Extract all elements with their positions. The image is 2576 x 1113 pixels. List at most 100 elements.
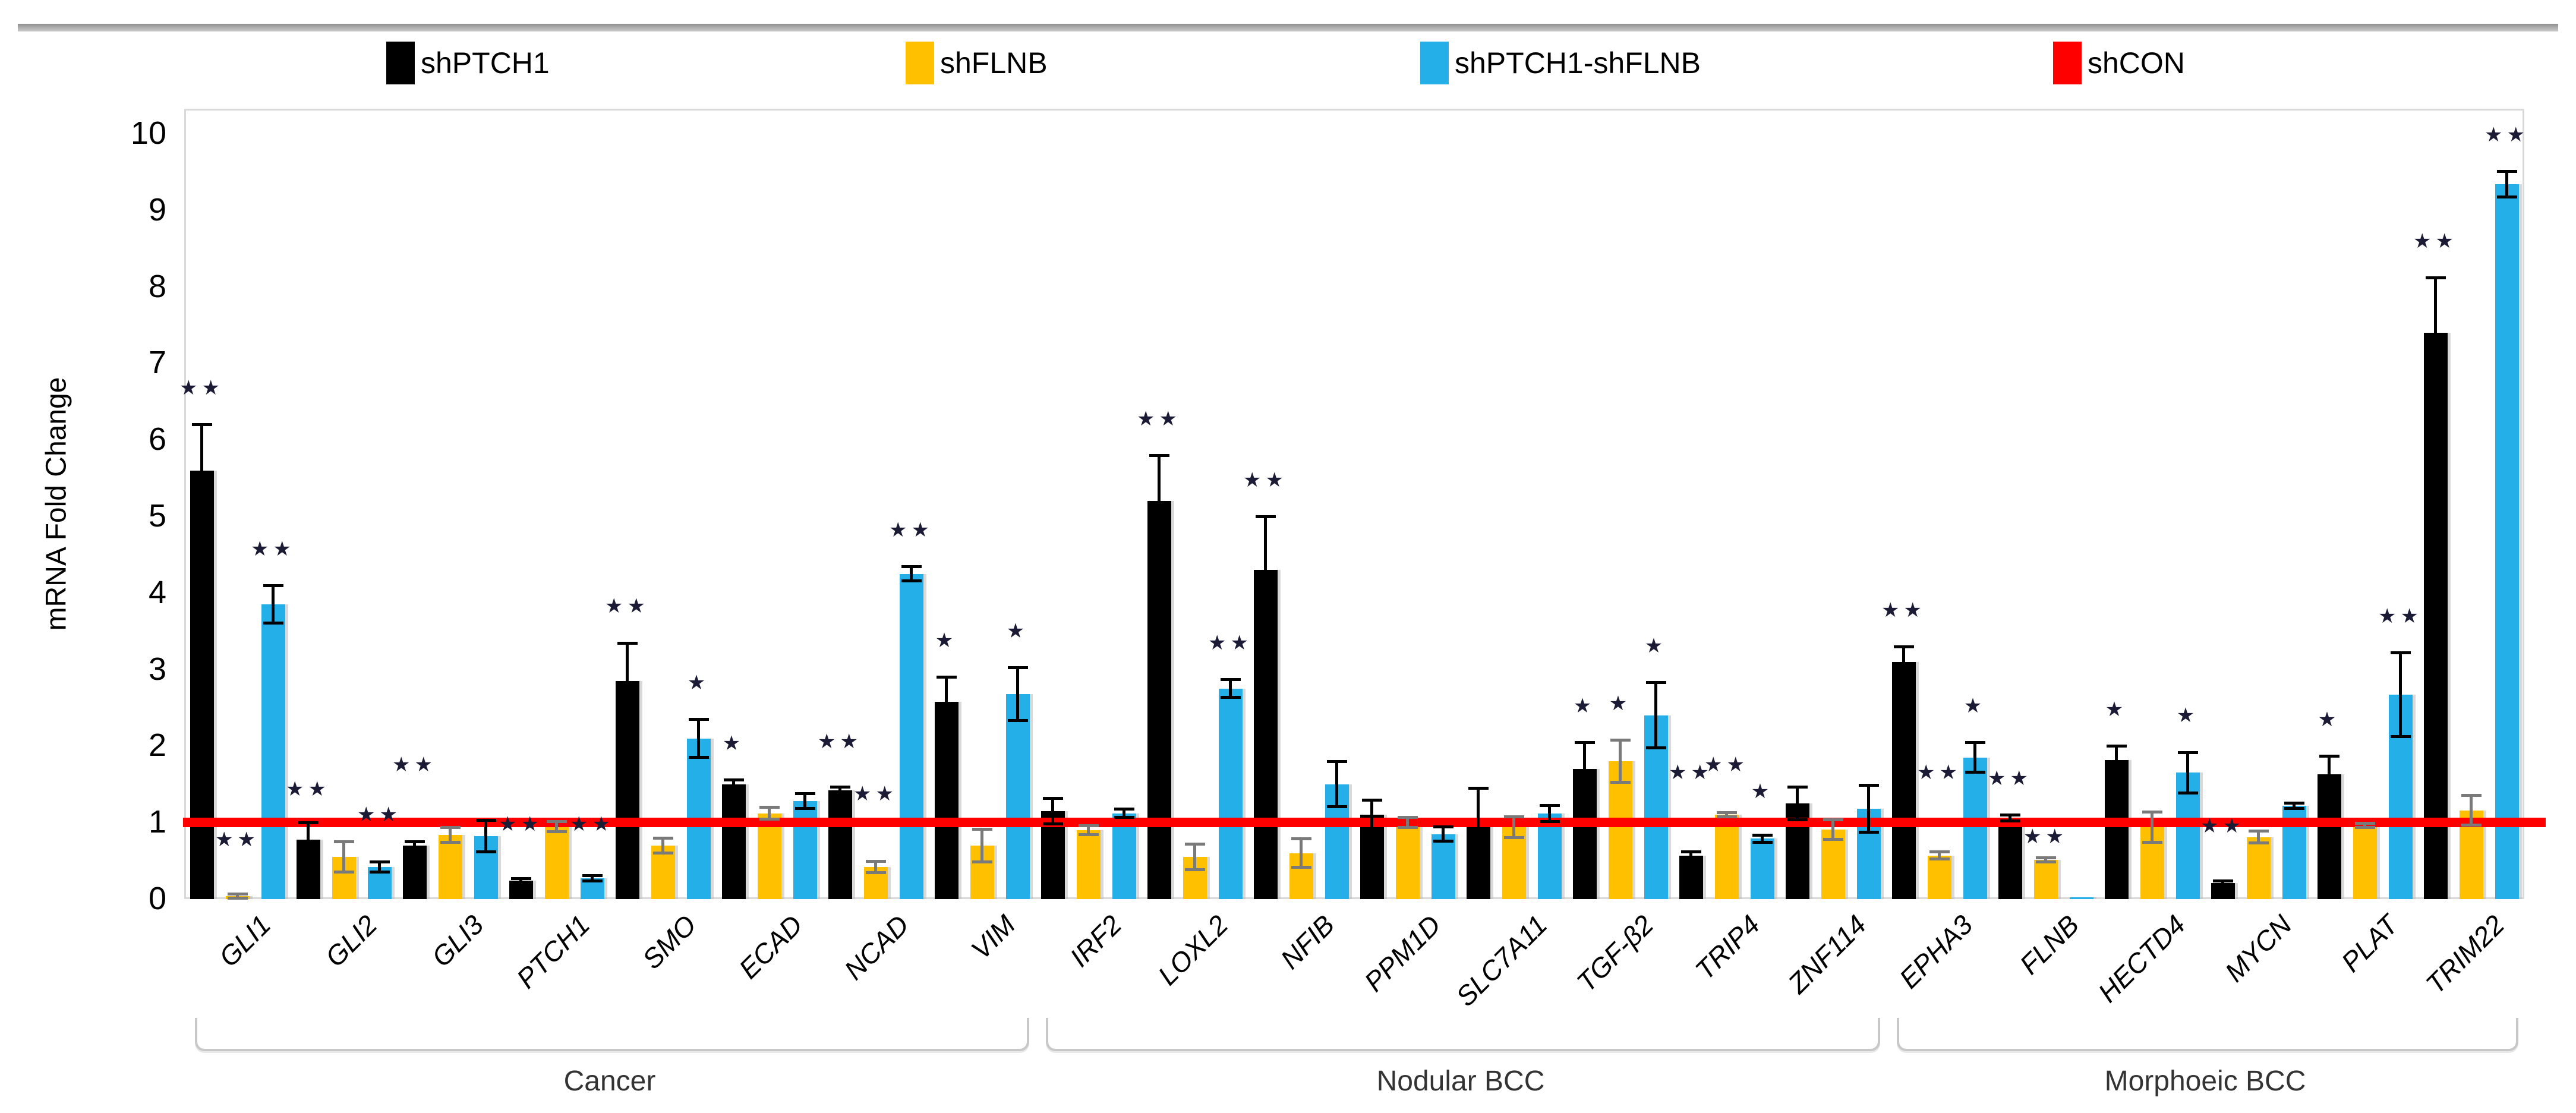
significance-stars: ★ bbox=[2105, 698, 2128, 721]
significance-stars: ★★ bbox=[2413, 229, 2458, 253]
error-bar-cap bbox=[2461, 824, 2482, 827]
error-bar-cap bbox=[2425, 276, 2446, 280]
x-tick-label-VIM: VIM bbox=[964, 909, 1021, 966]
bar-TRIM22-shPTCH1 bbox=[2423, 332, 2448, 899]
significance-stars: ★ bbox=[2176, 704, 2199, 727]
significance-stars: ★★ bbox=[357, 803, 402, 826]
significance-stars: ★★ bbox=[818, 730, 862, 753]
bar-EPHA3-shFLNB bbox=[1927, 855, 1951, 899]
error-bar bbox=[1938, 852, 1941, 860]
significance-stars: ★★ bbox=[1881, 598, 1926, 622]
error-bar bbox=[1831, 819, 1834, 840]
error-bar-cap bbox=[1114, 816, 1134, 819]
error-bar bbox=[236, 893, 239, 898]
error-bar-cap bbox=[1503, 835, 1524, 839]
significance-stars: ★★ bbox=[1137, 407, 1181, 430]
error-bar bbox=[1300, 838, 1303, 868]
error-bar bbox=[1973, 742, 1976, 773]
error-bar bbox=[200, 424, 203, 516]
legend-item-shCON: shCON bbox=[2053, 39, 2185, 87]
error-bar-cap bbox=[1680, 857, 1701, 861]
y-axis-title: mRNA Fold Change bbox=[40, 377, 72, 631]
x-tick-label-PTCH1: PTCH1 bbox=[510, 909, 595, 995]
error-bar-cap bbox=[1007, 718, 1028, 722]
error-bar-cap bbox=[936, 676, 957, 679]
significance-stars: ★★ bbox=[889, 518, 934, 541]
error-bar-cap bbox=[652, 836, 673, 840]
error-bar-cap bbox=[1929, 850, 1950, 854]
x-tick-label-GLI3: GLI3 bbox=[425, 909, 489, 973]
error-bar bbox=[732, 780, 735, 789]
error-bar-cap bbox=[1433, 840, 1453, 843]
error-bar-cap bbox=[1149, 453, 1169, 457]
bar-SLC7A11-shFLNB bbox=[1502, 827, 1526, 899]
significance-stars: ★★ bbox=[2200, 814, 2245, 837]
error-bar-cap bbox=[2354, 822, 2375, 825]
x-tick-label-SMO: SMO bbox=[636, 909, 702, 975]
top-divider-rule bbox=[18, 24, 2558, 31]
error-bar-cap bbox=[1503, 815, 1524, 818]
error-bar bbox=[1442, 826, 1445, 842]
y-tick-label: 3 bbox=[148, 651, 166, 687]
error-bar-cap bbox=[1752, 840, 1773, 844]
error-bar bbox=[2399, 652, 2402, 737]
significance-stars: ★★ bbox=[1917, 761, 1962, 784]
significance-stars: ★★ bbox=[286, 778, 330, 801]
bar-FLNB-shPTCH1 bbox=[1998, 818, 2022, 899]
error-bar-cap bbox=[582, 874, 603, 878]
bar-GLI3-shPTCH1 bbox=[402, 845, 427, 899]
error-bar-cap bbox=[617, 641, 638, 645]
error-bar-cap bbox=[1078, 824, 1099, 828]
x-tick-label-PPM1D: PPM1D bbox=[1358, 909, 1446, 998]
error-bar-cap bbox=[1965, 771, 1985, 774]
error-bar-cap bbox=[1397, 816, 1418, 819]
error-bar bbox=[555, 821, 558, 832]
error-bar-cap bbox=[546, 830, 567, 833]
error-bar bbox=[1796, 786, 1799, 821]
error-bar-cap bbox=[404, 840, 425, 844]
error-bar bbox=[2505, 171, 2508, 197]
error-bar bbox=[1406, 817, 1409, 828]
legend-item-shPTCH1: shPTCH1 bbox=[386, 39, 550, 87]
error-bar bbox=[626, 642, 629, 720]
error-bar-cap bbox=[227, 892, 248, 896]
y-tick-label: 0 bbox=[148, 881, 166, 916]
error-bar-cap bbox=[759, 806, 780, 809]
significance-stars: ★★ bbox=[605, 595, 649, 618]
error-bar-cap bbox=[2212, 883, 2233, 887]
bar-NCAD-shPTCH1-shFLNB bbox=[899, 573, 923, 899]
error-bar-cap bbox=[404, 847, 425, 851]
error-bar bbox=[449, 827, 452, 843]
error-bar bbox=[1583, 742, 1586, 796]
error-bar-cap bbox=[1397, 826, 1418, 830]
error-bar-cap bbox=[333, 840, 354, 844]
group-label-Morphoeic BCC: Morphoeic BCC bbox=[2104, 1065, 2306, 1097]
error-bar-cap bbox=[1468, 847, 1489, 851]
error-bar bbox=[2257, 831, 2260, 843]
error-bar-cap bbox=[2000, 819, 2020, 822]
significance-stars: ★ bbox=[1644, 635, 1667, 658]
error-bar bbox=[1512, 816, 1515, 838]
bar-PPM1D-shFLNB bbox=[1395, 822, 1420, 899]
error-bar-cap bbox=[1574, 794, 1595, 797]
error-bar-cap bbox=[1220, 696, 1241, 699]
error-bar bbox=[1902, 646, 1905, 677]
significance-stars: ★ bbox=[1573, 694, 1596, 717]
error-bar-cap bbox=[2461, 793, 2482, 797]
error-bar-cap bbox=[369, 860, 390, 863]
error-bar-cap bbox=[1291, 866, 1311, 869]
error-bar-cap bbox=[1326, 760, 1347, 764]
significance-stars: ★★ bbox=[392, 753, 437, 776]
significance-stars: ★★ bbox=[1243, 468, 1288, 491]
error-bar-cap bbox=[1255, 515, 1276, 518]
error-bar-cap bbox=[1255, 622, 1276, 625]
bar-GLI3-shFLNB bbox=[438, 834, 462, 899]
x-tick-label-TRIM22: TRIM22 bbox=[2419, 909, 2510, 1000]
bar-SLC7A11-shPTCH1-shFLNB bbox=[1537, 813, 1562, 899]
error-bar-cap bbox=[1645, 746, 1666, 750]
error-bar bbox=[591, 875, 594, 882]
error-bar-cap bbox=[830, 785, 850, 789]
error-bar-cap bbox=[298, 854, 319, 857]
legend-swatch-icon bbox=[1420, 42, 1449, 84]
